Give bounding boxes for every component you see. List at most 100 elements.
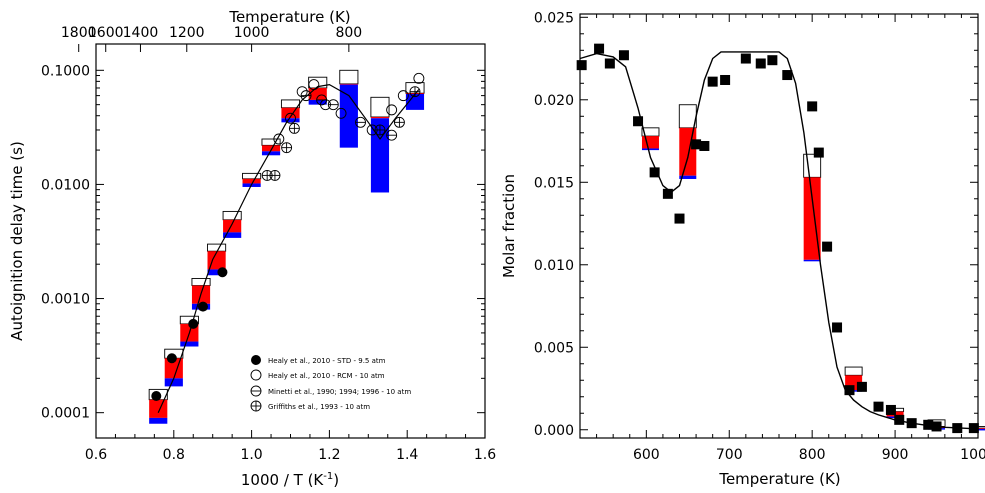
uncertainty-blue xyxy=(308,99,327,105)
x-tick-label: 700 xyxy=(716,447,743,463)
x-tick-label: 600 xyxy=(633,447,660,463)
data-point-filled-square xyxy=(707,76,718,87)
x-tick-label: 1000 xyxy=(960,447,985,463)
x-tick-label: 1.6 xyxy=(474,447,496,463)
data-point-filled-square xyxy=(844,385,855,396)
left-legend: Healy et al., 2010 - STD - 9.5 atm Healy… xyxy=(250,355,411,412)
top-tick-label: 1600 xyxy=(88,25,124,41)
right-data-points xyxy=(576,43,979,434)
uncertainty-blue xyxy=(180,341,199,347)
y-tick-label: 0.000 xyxy=(534,423,574,439)
data-point-filled-square xyxy=(832,322,843,333)
y-tick-label: 0.1000 xyxy=(41,63,90,79)
data-point-filled-square xyxy=(807,101,818,112)
uncertainty-blue xyxy=(803,259,821,262)
data-point-filled-square xyxy=(691,139,702,150)
data-point-open-circle xyxy=(308,79,320,91)
data-point-filled-square xyxy=(649,167,660,178)
data-point-filled-square xyxy=(674,213,685,224)
right-plot-frame xyxy=(579,13,979,439)
data-point-filled-square xyxy=(822,241,833,252)
uncertainty-blue xyxy=(261,151,281,156)
data-point-filled-square xyxy=(968,423,979,434)
data-point-filled-square xyxy=(633,116,644,127)
data-point-filled-square xyxy=(782,70,793,81)
legend-label: Griffiths et al., 1993 - 10 atm xyxy=(268,403,370,411)
left-x-ticks: 0.6 0.8 1.0 1.2 1.4 1.6 xyxy=(85,430,496,463)
left-model-line xyxy=(157,83,420,413)
data-point-filled-square xyxy=(923,419,934,430)
data-point-filled-square xyxy=(604,58,615,69)
data-point-filled-square xyxy=(767,55,778,66)
legend-label: Minetti et al., 1990; 1994; 1996 - 10 at… xyxy=(268,388,411,396)
x-tick-label: 1.0 xyxy=(240,447,262,463)
legend-item-healy-std: Healy et al., 2010 - STD - 9.5 atm xyxy=(251,355,386,365)
uncertainty-box xyxy=(191,278,211,287)
legend-marker-filled-circle xyxy=(251,355,261,365)
y-tick-label: 0.010 xyxy=(534,258,574,274)
y-tick-label: 0.0100 xyxy=(41,177,90,193)
uncertainty-red xyxy=(308,87,327,100)
data-point-filled-square xyxy=(740,53,751,64)
data-point-open-circle xyxy=(413,72,425,84)
y-tick-label: 0.0010 xyxy=(41,292,90,308)
uncertainty-box xyxy=(339,69,359,85)
legend-marker-open-circle xyxy=(250,369,262,381)
legend-label: Healy et al., 2010 - STD - 9.5 atm xyxy=(268,357,386,365)
data-point-filled-square xyxy=(576,60,587,71)
legend-item-griffiths: Griffiths et al., 1993 - 10 atm xyxy=(250,400,370,412)
data-point-filled-square xyxy=(813,147,824,158)
data-point-filled-circle xyxy=(197,301,208,312)
left-top-axis-title: Temperature (K) xyxy=(228,8,350,26)
top-tick-label: 1400 xyxy=(123,25,159,41)
uncertainty-red xyxy=(370,116,390,119)
data-point-filled-circle xyxy=(151,391,162,402)
x-tick-label: 0.6 xyxy=(85,447,107,463)
data-point-filled-square xyxy=(894,414,905,425)
left-chart: 0.6 0.8 1.0 1.2 1.4 1.6 0.0001 0.0010 0.0100 0.1… xyxy=(8,8,496,489)
uncertainty-blue xyxy=(370,118,390,193)
right-uncertainty-bars xyxy=(641,104,985,431)
data-point-filled-square xyxy=(755,58,766,69)
uncertainty-box xyxy=(207,243,227,252)
uncertainty-blue xyxy=(281,118,300,123)
data-point-filled-square xyxy=(885,404,896,415)
uncertainty-red xyxy=(339,83,358,85)
uncertainty-red xyxy=(641,136,659,149)
data-point-open-circle xyxy=(397,90,409,102)
left-y-ticks: 0.0001 0.0010 0.0100 0.1000 xyxy=(41,63,485,422)
top-tick-label: 800 xyxy=(335,25,362,41)
data-point-filled-square xyxy=(952,423,963,434)
data-point-filled-square xyxy=(699,140,710,151)
data-point-filled-circle xyxy=(217,267,228,278)
data-point-filled-square xyxy=(720,74,731,85)
x-tick-label: 0.8 xyxy=(163,447,185,463)
left-x-axis-title: 1000 / T (K-1) xyxy=(241,471,339,489)
data-point-filled-circle xyxy=(166,353,177,364)
right-x-ticks: 600 700 800 900 1000 xyxy=(596,14,985,463)
y-tick-label: 0.0001 xyxy=(41,406,90,422)
legend-item-healy-rcm: Healy et al., 2010 - RCM - 10 atm xyxy=(250,369,385,381)
uncertainty-red xyxy=(261,145,281,152)
uncertainty-red xyxy=(803,177,821,260)
y-tick-label: 0.020 xyxy=(534,93,574,109)
y-tick-label: 0.005 xyxy=(534,340,574,356)
uncertainty-blue xyxy=(164,378,183,387)
data-point-filled-square xyxy=(906,418,917,429)
uncertainty-box xyxy=(803,153,822,178)
data-point-open-circle xyxy=(335,107,347,119)
uncertainty-blue xyxy=(679,175,697,179)
y-tick-label: 0.025 xyxy=(534,10,574,26)
left-y-axis-title: Autoignition delay time (s) xyxy=(8,141,26,341)
uncertainty-box xyxy=(678,104,697,129)
data-point-filled-square xyxy=(856,381,867,392)
y-tick-label: 0.015 xyxy=(534,175,574,191)
x-tick-label: 800 xyxy=(799,447,826,463)
uncertainty-red xyxy=(207,251,226,270)
x-tick-label: 1.4 xyxy=(396,447,418,463)
data-point-filled-square xyxy=(618,50,629,61)
top-tick-label: 1800 xyxy=(61,25,97,41)
uncertainty-box xyxy=(844,366,863,376)
uncertainty-blue xyxy=(405,93,425,110)
